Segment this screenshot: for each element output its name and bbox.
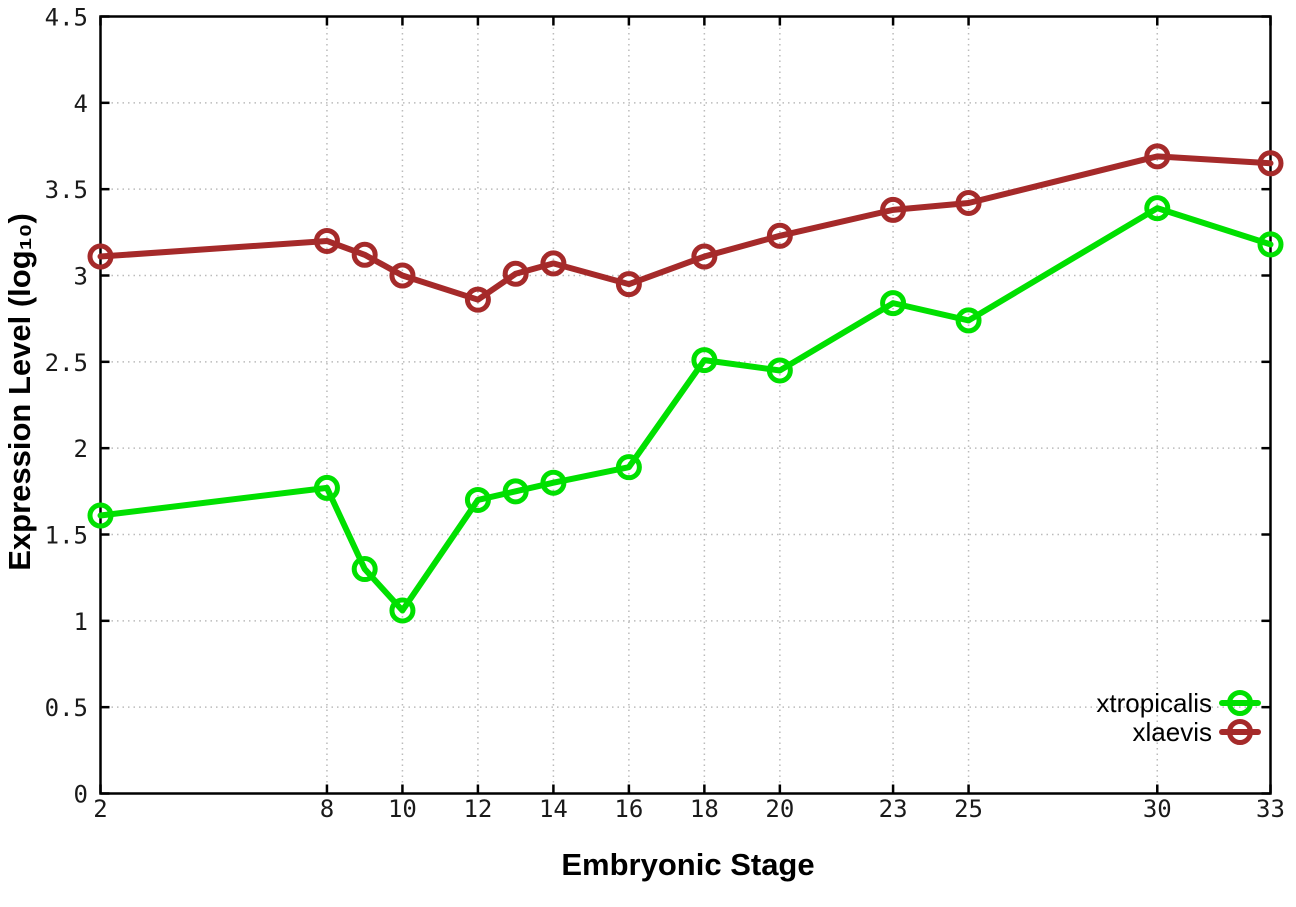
data-point-xtropicalis-33 [1257,231,1284,258]
data-point-xlaevis-2 [87,243,114,270]
data-point-xlaevis-18 [691,243,718,270]
x-tick-label: 30 [1143,795,1172,823]
data-point-xtropicalis-2 [87,502,114,529]
data-point-xlaevis-30 [1144,143,1171,170]
data-point-xtropicalis-9 [351,556,378,583]
x-tick-label: 12 [463,795,492,823]
x-tick-label: 10 [388,795,417,823]
x-tick-label: 33 [1256,795,1285,823]
legend-marker-xlaevis [1227,719,1253,745]
data-point-xtropicalis-20 [766,357,793,384]
y-tick-label: 3 [74,263,88,291]
y-axis-title: Expression Level (log₁₀) [2,213,37,571]
y-tick-label: 2 [74,435,88,463]
y-tick-label: 3.5 [45,176,88,204]
data-point-xlaevis-13 [502,260,529,287]
series-group [87,143,1284,624]
y-tick-label: 1 [74,608,88,636]
data-point-xtropicalis-16 [615,454,642,481]
data-point-xlaevis-16 [615,271,642,298]
data-point-xlaevis-8 [313,227,340,254]
y-tick-label: 4 [74,90,88,118]
data-point-xlaevis-25 [955,189,982,216]
data-point-xtropicalis-23 [880,290,907,317]
legend-marker-xtropicalis [1227,690,1253,716]
data-point-xtropicalis-14 [540,469,567,496]
data-point-xtropicalis-25 [955,307,982,334]
gridlines-group [100,16,1271,794]
series-line-xtropicalis [97,205,1274,614]
plot-border-group [99,15,1272,795]
tick-labels-group: 2 8 10 12 14 16 18 20 23 25 30 33 0 0.5 1 1.5 2 2.5 3 3.5 4 4… [45,4,1285,824]
x-tick-label: 8 [320,795,334,823]
data-point-xlaevis-23 [880,196,907,223]
x-tick-label: 16 [614,795,643,823]
data-point-xtropicalis-13 [502,478,529,505]
data-point-xlaevis-20 [766,222,793,249]
legend-label-xlaevis: xlaevis [1133,717,1212,747]
data-point-xtropicalis-10 [389,597,416,624]
tick-marks-group [99,15,1272,795]
data-point-xtropicalis-18 [691,347,718,374]
x-tick-label: 2 [93,795,107,823]
x-tick-label: 23 [879,795,908,823]
series-line-xlaevis [97,153,1274,303]
y-tick-label: 1.5 [45,522,88,550]
data-point-xlaevis-14 [540,250,567,277]
data-point-xlaevis-12 [464,286,491,313]
data-point-xtropicalis-12 [464,486,491,513]
data-point-xtropicalis-30 [1144,195,1171,222]
data-point-xlaevis-33 [1257,150,1284,177]
data-point-xtropicalis-8 [313,474,340,501]
y-tick-label: 2.5 [45,349,88,377]
y-tick-label: 4.5 [45,4,88,32]
data-point-xlaevis-10 [389,262,416,289]
data-point-xlaevis-9 [351,241,378,268]
x-axis-title: Embryonic Stage [561,847,814,882]
x-tick-label: 18 [690,795,719,823]
x-tick-label: 14 [539,795,568,823]
y-tick-label: 0 [74,781,88,809]
legend-label-xtropicalis: xtropicalis [1096,688,1212,718]
x-tick-label: 25 [954,795,983,823]
y-tick-label: 0.5 [45,694,88,722]
x-tick-label: 20 [765,795,794,823]
plot-border [99,15,1272,795]
